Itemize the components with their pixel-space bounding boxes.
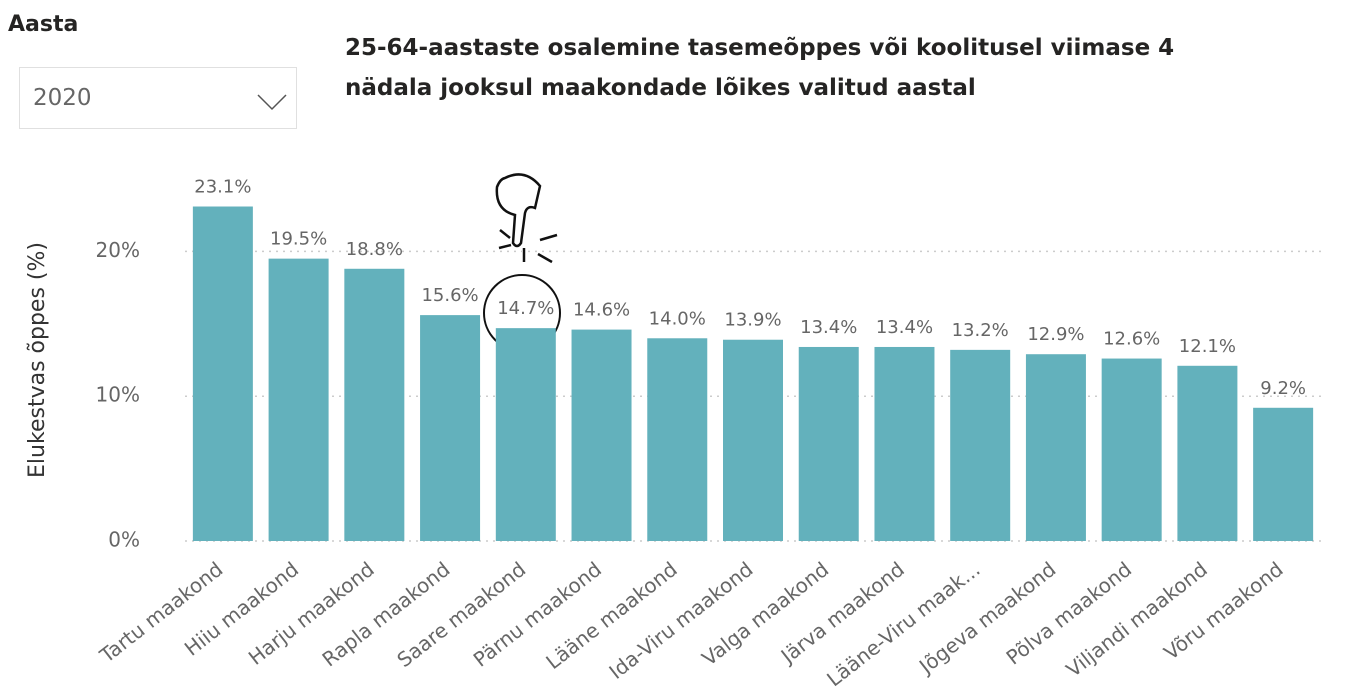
data-label: 12.9% xyxy=(1027,324,1084,345)
y-axis-label: Elukestvas õppes (%) xyxy=(25,242,50,478)
x-tick-label: Hiiu maakond xyxy=(180,557,303,661)
x-tick-label: Põlva maakond xyxy=(1002,557,1137,670)
x-tick-label: Rapla maakond xyxy=(318,557,455,671)
bar xyxy=(874,346,935,541)
slicer-value: 2020 xyxy=(33,85,92,111)
chart-title: 25-64-aastaste osalemine tasemeõppes või… xyxy=(345,35,1175,101)
data-label: 14.6% xyxy=(573,300,630,321)
data-label: 23.1% xyxy=(194,177,251,198)
data-label: 13.4% xyxy=(800,317,857,338)
x-tick-label: Harju maakond xyxy=(244,557,379,670)
x-tick-label: Lääne maakond xyxy=(541,557,681,674)
bar xyxy=(420,315,481,541)
slicer-label: Aasta xyxy=(8,12,79,37)
data-label: 15.6% xyxy=(421,285,478,306)
bar xyxy=(723,339,783,541)
y-tick-label: 20% xyxy=(96,238,140,262)
annotation xyxy=(483,173,561,352)
data-label: 9.2% xyxy=(1260,378,1306,399)
y-tick-label: 0% xyxy=(108,528,140,552)
bar xyxy=(495,328,556,541)
bar xyxy=(571,329,632,541)
x-tick-label: Ida-Viru maakond xyxy=(604,557,757,684)
data-label: 14.0% xyxy=(649,308,706,329)
x-tick-label: Valga maakond xyxy=(697,557,833,671)
bar xyxy=(798,346,859,541)
data-label: 14.7% xyxy=(497,298,554,319)
data-label: 19.5% xyxy=(270,229,327,250)
x-tick-label: Pärnu maakond xyxy=(469,557,606,672)
bar xyxy=(192,206,253,541)
data-label: 18.8% xyxy=(346,239,403,260)
data-label: 12.1% xyxy=(1179,336,1236,357)
x-tick-label: Lääne-Viru maak... xyxy=(822,557,984,691)
bar xyxy=(1101,358,1162,541)
bar xyxy=(1025,354,1086,541)
bar xyxy=(1253,407,1314,541)
x-tick-label: Järva maakond xyxy=(775,557,909,669)
data-label: 13.9% xyxy=(724,310,781,331)
bar xyxy=(647,338,708,541)
data-label: 13.4% xyxy=(876,317,933,338)
x-tick-label: Viljandi maakond xyxy=(1062,557,1212,682)
slicer-dropdown[interactable]: 2020 xyxy=(19,67,297,129)
y-tick-label: 10% xyxy=(96,383,140,407)
bar xyxy=(344,268,405,541)
bar xyxy=(950,349,1011,541)
x-tick-label: Saare maakond xyxy=(392,557,530,672)
bar xyxy=(268,258,329,541)
x-tick-label: Võru maakond xyxy=(1159,557,1287,665)
x-tick-label: Tartu maakond xyxy=(95,557,228,668)
data-label: 12.6% xyxy=(1103,329,1160,350)
data-label: 13.2% xyxy=(952,320,1009,341)
dropdown-arrow xyxy=(257,94,287,111)
bar xyxy=(1177,365,1238,541)
x-tick-label: Jõgeva maakond xyxy=(913,557,1060,679)
